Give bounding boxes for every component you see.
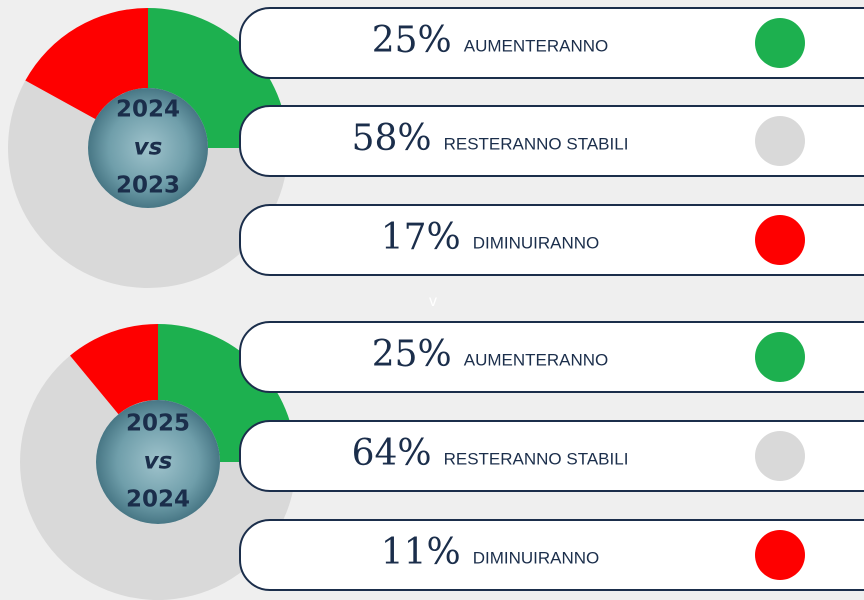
center-label: vs (134, 135, 163, 161)
value-label: 17% (381, 217, 461, 258)
center-label: vs (144, 449, 173, 475)
legend-dot (755, 116, 805, 166)
category-label: RESTERANNO STABILI (444, 134, 629, 153)
center-label: 2023 (116, 173, 180, 199)
category-label: DIMINUIRANNO (473, 233, 600, 252)
separator: v (429, 293, 437, 310)
center-label: 2024 (116, 97, 180, 123)
legend-dot (755, 215, 805, 265)
value-label: 25% (372, 334, 452, 375)
legend-dot (755, 431, 805, 481)
legend-dot (755, 332, 805, 382)
value-label: 58% (352, 118, 432, 159)
center-label: 2024 (126, 487, 190, 513)
category-label: RESTERANNO STABILI (444, 449, 629, 468)
legend-dot (755, 530, 805, 580)
value-label: 64% (352, 433, 432, 474)
center-label: 2025 (126, 411, 190, 437)
value-label: 25% (372, 20, 452, 61)
infographic: v 2024 vs 2023 25% AUMENTERANNO 58% RESTERANNO… (0, 0, 864, 600)
category-label: DIMINUIRANNO (473, 548, 600, 567)
category-label: AUMENTERANNO (464, 36, 609, 55)
category-label: AUMENTERANNO (464, 350, 609, 369)
value-label: 11% (381, 532, 461, 573)
legend-dot (755, 18, 805, 68)
